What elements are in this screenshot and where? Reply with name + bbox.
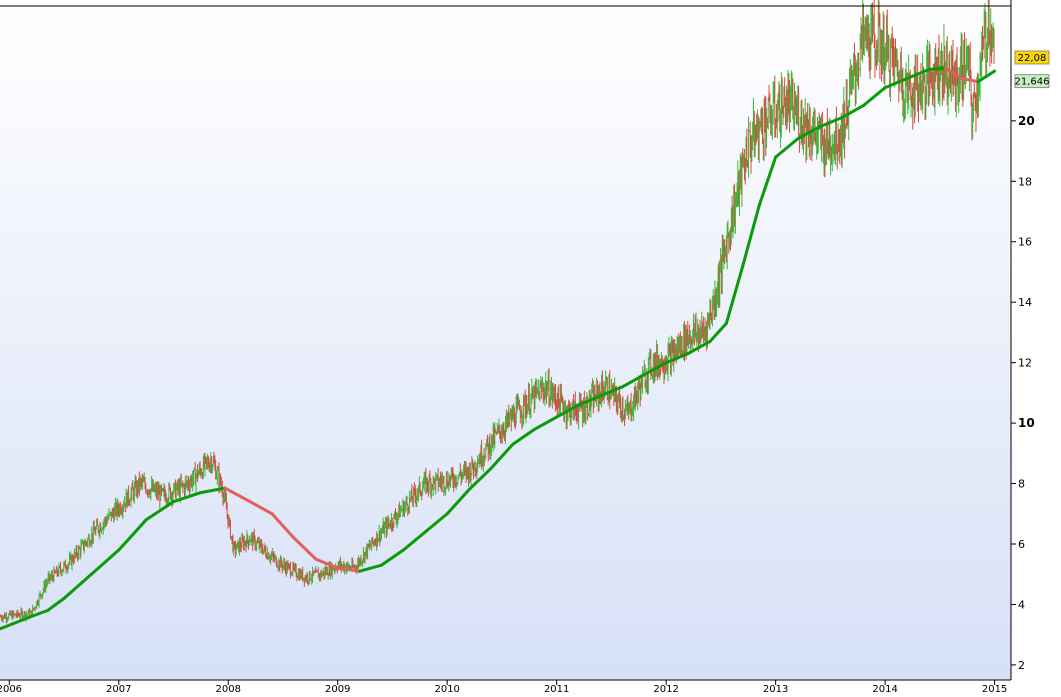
moving-average-segment xyxy=(380,548,405,567)
moving-average-badge: 21,646 xyxy=(1015,77,1050,88)
moving-average-segment xyxy=(0,615,33,631)
moving-average-segment xyxy=(555,403,581,419)
x-tick-label: 2009 xyxy=(325,684,350,693)
moving-average-segment xyxy=(598,385,624,398)
moving-average-segment xyxy=(708,321,728,343)
last-price-badge: 22,08 xyxy=(1018,53,1047,64)
last-price-badge-box xyxy=(1014,50,1050,65)
moving-average-segment xyxy=(144,500,176,522)
moving-average-segment xyxy=(199,486,227,495)
moving-average-segment xyxy=(511,427,537,446)
x-tick-label: 2008 xyxy=(216,684,241,693)
moving-average-segment xyxy=(248,500,274,516)
value-badges: 22,08 21,646 xyxy=(1014,50,1050,89)
moving-average-segment xyxy=(861,86,887,108)
y-tick-label: 14 xyxy=(1018,296,1032,309)
moving-average-segment xyxy=(401,530,427,552)
y-tick-label: 20 xyxy=(1018,114,1035,128)
moving-average-segment xyxy=(292,536,318,561)
x-tick-label: 2010 xyxy=(434,684,459,693)
moving-average-segment xyxy=(620,373,646,389)
x-tick-label: 2015 xyxy=(982,684,1007,693)
moving-average-segment xyxy=(29,608,50,619)
moving-average-segment xyxy=(467,466,493,492)
moving-average-segment xyxy=(117,518,148,552)
moving-average-segment xyxy=(664,352,690,365)
y-tick-label: 18 xyxy=(1018,175,1032,188)
moving-average-segment xyxy=(46,596,66,612)
moving-average-segment xyxy=(223,486,252,504)
moving-average-segment xyxy=(817,116,843,129)
y-tick-label: 2 xyxy=(1018,659,1025,672)
moving-average-segment xyxy=(336,566,362,573)
x-tick-label: 2014 xyxy=(872,684,897,693)
moving-average-segment xyxy=(270,512,296,540)
moving-average-segment xyxy=(172,491,203,504)
moving-average-segment xyxy=(423,512,449,534)
moving-average-segment xyxy=(960,77,980,84)
y-tick-label: 4 xyxy=(1018,598,1025,611)
moving-average-segment xyxy=(757,155,778,207)
moving-average-segment xyxy=(839,104,865,120)
x-tick-label: 2006 xyxy=(0,684,22,693)
moving-average-segment xyxy=(358,563,384,573)
moving-average-segment xyxy=(724,264,745,325)
moving-average-segment xyxy=(796,125,821,141)
axes-layer: 2 4 6 8 10 12 14 16 18 20 2006 2007 2008 2009 2010 2011… xyxy=(0,0,1035,695)
x-tick-label: 2013 xyxy=(763,684,788,693)
y-tick-label: 16 xyxy=(1018,236,1032,249)
moving-average-segment xyxy=(943,66,964,81)
moving-average-segment xyxy=(577,394,602,407)
moving-average-segment xyxy=(927,66,947,71)
x-tick-label: 2007 xyxy=(106,684,131,693)
moving-average-segment xyxy=(976,69,997,84)
moving-average-segment xyxy=(533,415,559,431)
moving-average-segment xyxy=(905,67,931,81)
moving-average-badge-box xyxy=(1014,74,1050,89)
moving-average-segment xyxy=(62,572,93,600)
moving-average-segment xyxy=(314,557,340,570)
moving-average-segment xyxy=(89,548,121,576)
y-tick-label: 6 xyxy=(1018,538,1025,551)
x-tick-label: 2012 xyxy=(653,684,678,693)
plot-background xyxy=(0,0,1011,680)
moving-average-segment xyxy=(489,442,515,470)
y-tick-label: 12 xyxy=(1018,357,1032,370)
moving-average-segment xyxy=(642,361,668,377)
y-tick-label: 10 xyxy=(1018,416,1035,430)
moving-average-segment xyxy=(741,203,761,268)
x-tick-label: 2011 xyxy=(544,684,569,693)
y-tick-label: 8 xyxy=(1018,478,1025,491)
moving-average-segment xyxy=(774,137,800,159)
moving-average-segment xyxy=(686,339,712,356)
moving-average-segment xyxy=(445,488,471,516)
moving-average-layer xyxy=(0,66,997,631)
moving-average-segment xyxy=(883,77,909,90)
